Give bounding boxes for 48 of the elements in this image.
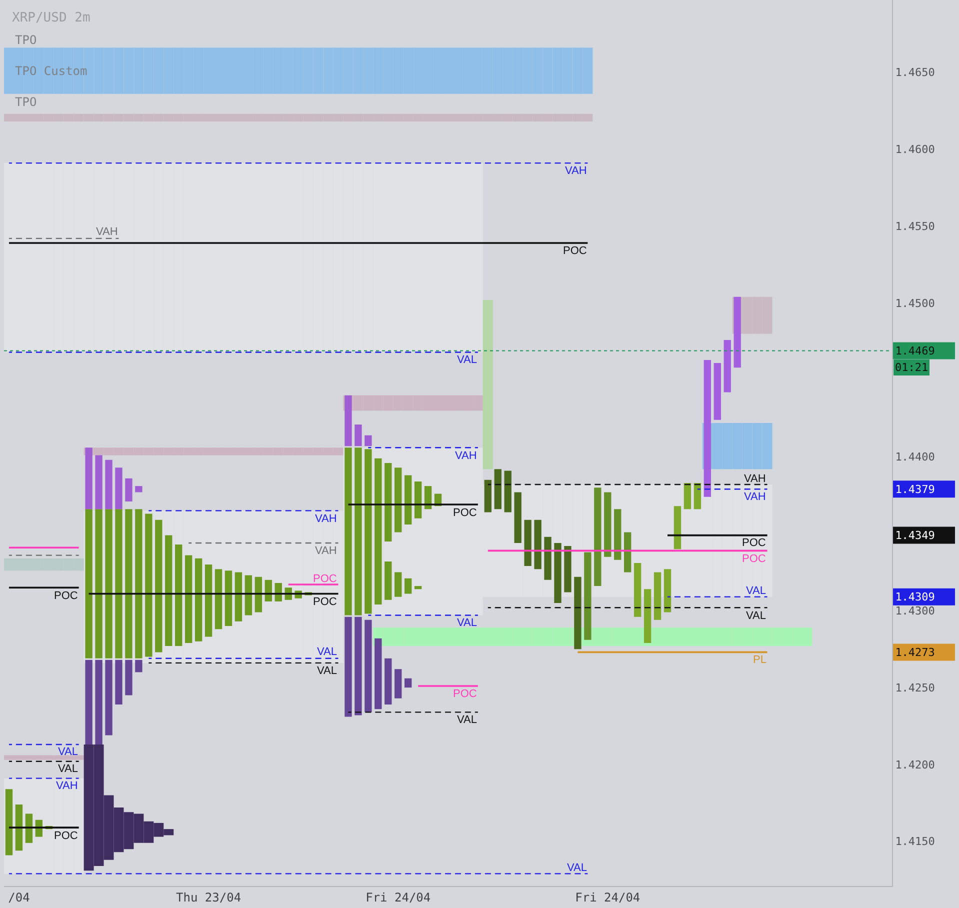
y-tick-label: 1.4500	[895, 296, 935, 310]
text: VAH	[455, 450, 477, 462]
y-tick-label: 1.4250	[895, 681, 935, 694]
y-tick-label: 1.4349	[895, 529, 935, 542]
text: VAL	[58, 746, 78, 758]
y-tick-label: 1.4400	[895, 450, 935, 464]
x-tick-label: /04	[8, 890, 30, 904]
x-tick-label: Fri 24/04	[366, 890, 431, 904]
text: POC	[453, 507, 477, 519]
text: VAH	[315, 513, 337, 525]
series-label: VAL	[58, 763, 78, 775]
series-label: VAH	[744, 473, 766, 485]
y-tick-label: 1.4150	[895, 835, 935, 848]
ref-line-label: 01:21	[895, 361, 928, 374]
text: POC	[563, 245, 587, 257]
series-label: POC	[313, 596, 337, 608]
series-label: VAL	[567, 862, 587, 874]
y-tick-label: 1.4469	[895, 344, 935, 358]
series-label: POC	[742, 537, 766, 549]
series-label: VAH	[744, 491, 766, 503]
series-label: VAL	[457, 714, 477, 726]
y-tick-label: 1.4650	[895, 66, 935, 80]
y-tick-label: 1.4273	[895, 646, 935, 660]
text: XRP/USD 2m	[12, 10, 90, 26]
text: VAH	[315, 545, 337, 557]
text: VAL	[457, 617, 477, 629]
x-tick-label: Thu 23/04	[176, 890, 242, 904]
annotation: TPO	[15, 33, 37, 47]
y-tick-label: 1.4200	[895, 758, 935, 772]
series-label: VAL	[746, 585, 766, 597]
text: VAL	[746, 610, 766, 622]
text: VAH	[565, 165, 587, 177]
annotation: TPO	[15, 95, 37, 109]
x-tick-label: Fri 24/04	[575, 890, 640, 904]
text: VAL	[457, 354, 477, 366]
series-label: VAH	[96, 226, 118, 238]
y-tick-label: 1.4300	[895, 604, 935, 618]
series-label: POC	[54, 590, 78, 602]
y-tick-label: 1.4309	[895, 590, 935, 604]
series-label: POC	[313, 573, 337, 585]
series-label: VAL	[317, 646, 337, 658]
y-tick-label: 1.4600	[895, 143, 935, 156]
y-tick-label: 1.4379	[895, 483, 935, 496]
y-tick-label: 1.4550	[895, 220, 935, 233]
text: VAL	[317, 665, 337, 677]
text: POC	[453, 688, 477, 700]
series-label: PL	[753, 654, 766, 666]
series-label: POC	[742, 553, 766, 565]
